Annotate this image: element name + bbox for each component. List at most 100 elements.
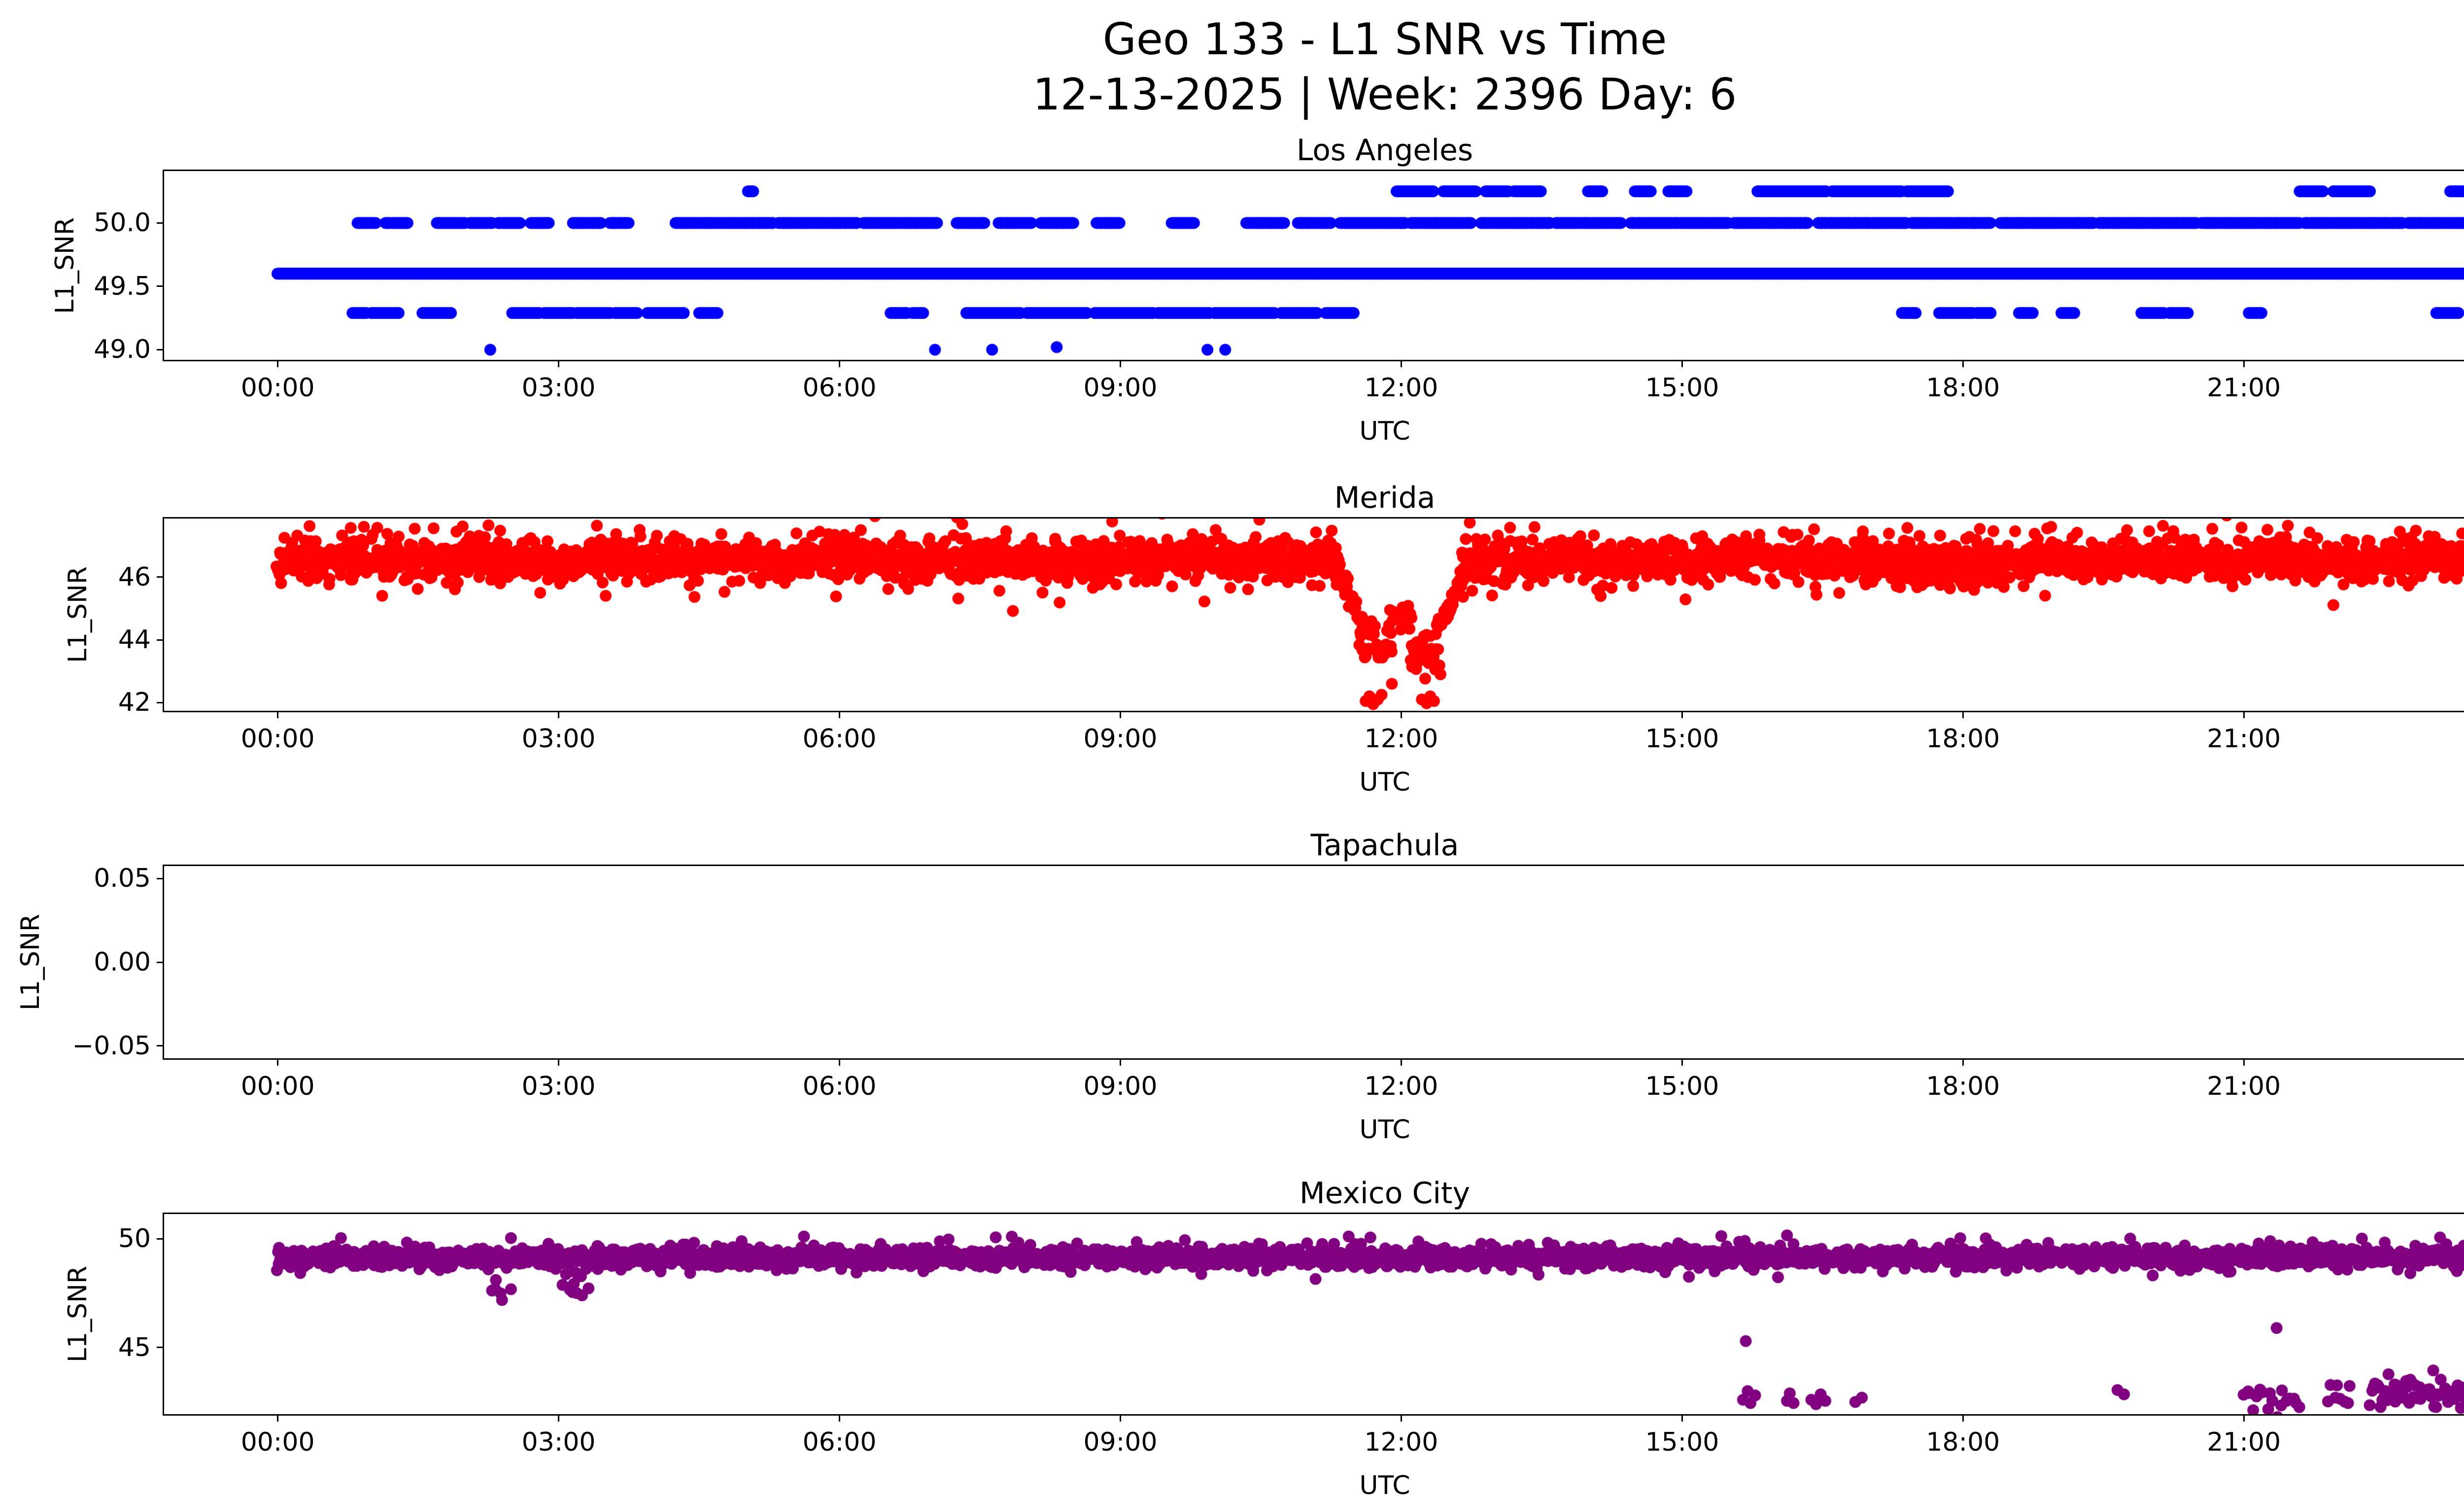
x-tick-label: 09:00	[1083, 373, 1158, 403]
x-tick-mark	[1119, 712, 1121, 718]
x-tick-label: 18:00	[1926, 724, 2000, 754]
x-axis-label-merida: UTC	[1359, 767, 1410, 797]
x-tick-mark	[1681, 1060, 1683, 1066]
y-tick-mark	[157, 961, 163, 963]
y-tick-label: 0.05	[94, 864, 151, 894]
y-tick-label: 0.00	[94, 947, 151, 977]
y-tick-mark	[157, 348, 163, 350]
x-tick-mark	[558, 1416, 560, 1422]
x-tick-mark	[1119, 1416, 1121, 1422]
y-tick-mark	[157, 701, 163, 703]
x-tick-label: 21:00	[2207, 1427, 2281, 1457]
y-axis-label-merida: L1_SNR	[63, 566, 93, 663]
subplot-title-mexico-city: Mexico City	[1299, 1176, 1471, 1211]
x-axis-label-tapachula: UTC	[1359, 1115, 1410, 1145]
y-tick-label: 49.5	[94, 271, 151, 301]
x-tick-mark	[839, 712, 841, 718]
x-tick-label: 21:00	[2207, 1072, 2281, 1101]
x-tick-mark	[1681, 712, 1683, 718]
y-tick-mark	[157, 222, 163, 224]
y-axis-label-mexico-city: L1_SNR	[63, 1265, 93, 1363]
los-angeles-scatter-canvas	[164, 171, 2464, 360]
y-tick-label: 50	[118, 1224, 151, 1254]
y-tick-label: 50.0	[94, 208, 151, 238]
x-tick-label: 03:00	[521, 1427, 596, 1457]
subplot-title-los-angeles: Los Angeles	[1296, 133, 1473, 168]
y-tick-mark	[157, 1347, 163, 1349]
x-tick-label: 15:00	[1645, 1072, 1719, 1101]
x-tick-mark	[2243, 712, 2245, 718]
x-tick-mark	[1681, 361, 1683, 367]
x-tick-mark	[2243, 1416, 2245, 1422]
x-tick-mark	[1119, 361, 1121, 367]
y-tick-mark	[157, 639, 163, 641]
y-tick-mark	[157, 285, 163, 287]
x-tick-label: 12:00	[1364, 373, 1438, 403]
x-tick-label: 12:00	[1364, 1427, 1438, 1457]
los-angeles-axes	[163, 170, 2464, 361]
y-tick-label: 49.0	[94, 335, 151, 365]
y-tick-mark	[157, 1238, 163, 1240]
subplot-title-merida: Merida	[1334, 481, 1436, 515]
x-tick-mark	[558, 1060, 560, 1066]
x-tick-label: 03:00	[521, 373, 596, 403]
x-tick-label: 15:00	[1645, 1427, 1719, 1457]
x-tick-label: 18:00	[1926, 1072, 2000, 1101]
subplot-title-tapachula: Tapachula	[1310, 828, 1459, 863]
y-axis-label-los-angeles: L1_SNR	[50, 217, 80, 314]
x-tick-label: 06:00	[802, 1427, 877, 1457]
x-tick-label: 15:00	[1645, 724, 1719, 754]
x-tick-label: 09:00	[1083, 1072, 1158, 1101]
mexico-city-axes	[163, 1213, 2464, 1416]
x-tick-mark	[558, 361, 560, 367]
figure-title-line2: 12-13-2025 | Week: 2396 Day: 6	[1032, 69, 1737, 120]
y-axis-label-tapachula: L1_SNR	[16, 913, 45, 1011]
figure-title: Geo 133 - L1 SNR vs Time 12-13-2025 | We…	[163, 12, 2464, 122]
x-tick-mark	[1119, 1060, 1121, 1066]
x-tick-label: 09:00	[1083, 1427, 1158, 1457]
x-tick-mark	[1400, 1060, 1402, 1066]
mexico-city-scatter-canvas	[164, 1214, 2464, 1414]
x-tick-mark	[839, 1060, 841, 1066]
x-tick-mark	[839, 361, 841, 367]
x-tick-mark	[1400, 712, 1402, 718]
tapachula-axes	[163, 865, 2464, 1060]
x-tick-label: 00:00	[240, 724, 315, 754]
x-tick-label: 06:00	[802, 1072, 877, 1101]
x-tick-label: 21:00	[2207, 724, 2281, 754]
x-tick-label: 12:00	[1364, 1072, 1438, 1101]
x-tick-mark	[1400, 361, 1402, 367]
x-tick-mark	[1962, 1416, 1964, 1422]
x-tick-label: 18:00	[1926, 373, 2000, 403]
x-tick-mark	[1962, 1060, 1964, 1066]
x-axis-label-los-angeles: UTC	[1359, 417, 1410, 446]
merida-axes	[163, 517, 2464, 712]
y-tick-mark	[157, 877, 163, 879]
x-tick-label: 03:00	[521, 724, 596, 754]
x-tick-mark	[277, 712, 279, 718]
tapachula-scatter-canvas	[164, 866, 2464, 1058]
x-tick-mark	[1400, 1416, 1402, 1422]
y-tick-label: 45	[118, 1332, 151, 1362]
x-tick-mark	[1962, 712, 1964, 718]
figure-title-line1: Geo 133 - L1 SNR vs Time	[1102, 14, 1667, 65]
x-tick-label: 21:00	[2207, 373, 2281, 403]
y-tick-label: 42	[118, 688, 151, 718]
x-tick-label: 06:00	[802, 724, 877, 754]
x-tick-label: 00:00	[240, 373, 315, 403]
x-tick-label: 12:00	[1364, 724, 1438, 754]
x-tick-mark	[558, 712, 560, 718]
y-tick-label: 44	[118, 625, 151, 655]
x-tick-label: 03:00	[521, 1072, 596, 1101]
x-tick-mark	[2243, 361, 2245, 367]
x-tick-label: 06:00	[802, 373, 877, 403]
y-tick-label: −0.05	[72, 1031, 151, 1061]
x-tick-mark	[277, 361, 279, 367]
x-tick-label: 18:00	[1926, 1427, 2000, 1457]
y-tick-mark	[157, 1045, 163, 1047]
x-tick-mark	[277, 1060, 279, 1066]
x-tick-mark	[1681, 1416, 1683, 1422]
y-tick-mark	[157, 576, 163, 578]
x-axis-label-mexico-city: UTC	[1359, 1471, 1410, 1495]
merida-scatter-canvas	[164, 519, 2464, 711]
